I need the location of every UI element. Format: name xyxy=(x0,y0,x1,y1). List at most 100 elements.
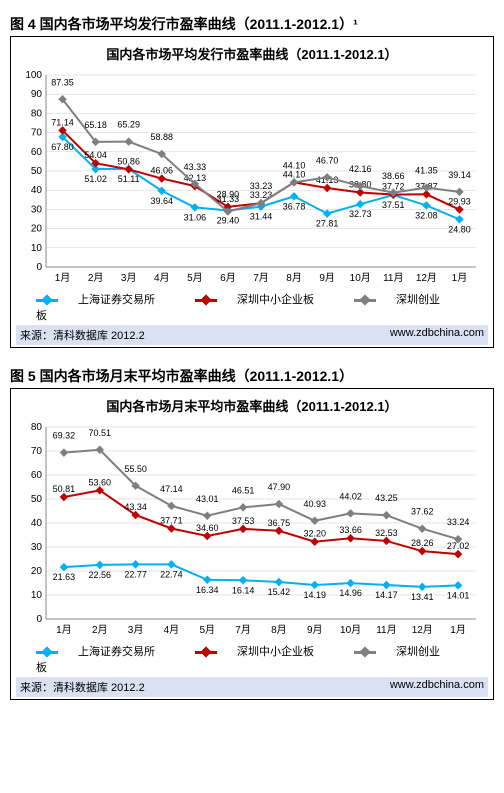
svg-text:47.14: 47.14 xyxy=(160,484,183,494)
svg-text:41.35: 41.35 xyxy=(415,166,438,176)
svg-text:33.66: 33.66 xyxy=(339,525,362,535)
svg-text:8月: 8月 xyxy=(271,624,287,636)
svg-text:47.90: 47.90 xyxy=(268,482,291,492)
svg-text:44.02: 44.02 xyxy=(339,491,362,501)
legend-item: .sw10:after{background:#00b0f0}上海证券交易所 xyxy=(36,646,175,658)
svg-text:32.20: 32.20 xyxy=(303,529,326,539)
svg-text:70: 70 xyxy=(31,446,43,457)
svg-text:44.10: 44.10 xyxy=(283,160,306,170)
svg-text:37.71: 37.71 xyxy=(160,515,183,525)
svg-text:40: 40 xyxy=(31,185,43,196)
svg-text:53.60: 53.60 xyxy=(88,477,111,487)
svg-text:28.90: 28.90 xyxy=(217,190,240,200)
svg-text:10: 10 xyxy=(31,590,43,601)
svg-text:32.08: 32.08 xyxy=(415,210,438,220)
svg-text:32.73: 32.73 xyxy=(349,209,372,219)
svg-text:34.60: 34.60 xyxy=(196,523,219,533)
svg-text:46.51: 46.51 xyxy=(232,485,255,495)
figure-title: 图 4 国内各市场平均发行市盈率曲线（2011.1-2012.1）¹ xyxy=(10,14,494,34)
svg-text:5月: 5月 xyxy=(187,272,203,284)
svg-text:4月: 4月 xyxy=(154,272,170,284)
svg-text:16.34: 16.34 xyxy=(196,585,219,595)
svg-text:10: 10 xyxy=(31,243,43,254)
source-label: 来源：清科数据库 2012.2 xyxy=(20,679,145,695)
source-url: www.zdbchina.com xyxy=(390,679,484,695)
svg-text:51.02: 51.02 xyxy=(84,174,107,184)
svg-text:28.26: 28.26 xyxy=(411,538,434,548)
svg-text:43.34: 43.34 xyxy=(124,502,147,512)
legend-item: .sw11:after{background:#c00000}深圳中小企业板 xyxy=(195,646,334,658)
svg-text:60: 60 xyxy=(31,470,43,481)
svg-text:1月: 1月 xyxy=(56,624,72,636)
legend-item: .sw00:after{background:#00b0f0}上海证券交易所 xyxy=(36,294,175,306)
svg-text:51.11: 51.11 xyxy=(118,174,140,184)
svg-text:37.51: 37.51 xyxy=(382,200,405,210)
chart-box: 国内各市场平均发行市盈率曲线（2011.1-2012.1）01020304050… xyxy=(10,36,494,348)
svg-text:14.17: 14.17 xyxy=(375,590,398,600)
svg-text:33.23: 33.23 xyxy=(250,181,273,191)
svg-text:3月: 3月 xyxy=(128,624,144,636)
svg-text:70.51: 70.51 xyxy=(88,428,111,438)
svg-text:20: 20 xyxy=(31,224,43,235)
svg-text:15.42: 15.42 xyxy=(268,587,291,597)
svg-text:37.53: 37.53 xyxy=(232,516,255,526)
svg-text:36.78: 36.78 xyxy=(283,201,306,211)
svg-text:87.35: 87.35 xyxy=(51,77,74,87)
svg-text:80: 80 xyxy=(31,108,43,119)
svg-text:1月: 1月 xyxy=(452,272,468,284)
svg-text:12月: 12月 xyxy=(412,624,433,636)
svg-text:30: 30 xyxy=(31,542,43,553)
svg-text:54.04: 54.04 xyxy=(84,150,107,160)
svg-text:9月: 9月 xyxy=(319,272,335,284)
svg-text:80: 80 xyxy=(31,422,43,433)
svg-text:50: 50 xyxy=(31,494,43,505)
figure-title: 图 5 国内各市场月末平均市盈率曲线（2011.1-2012.1） xyxy=(10,366,494,386)
svg-text:42.16: 42.16 xyxy=(349,164,372,174)
svg-text:7月: 7月 xyxy=(253,272,269,284)
svg-text:46.70: 46.70 xyxy=(316,155,339,165)
svg-text:58.88: 58.88 xyxy=(151,132,174,142)
svg-text:2月: 2月 xyxy=(88,272,104,284)
svg-text:10月: 10月 xyxy=(350,272,371,284)
svg-text:29.40: 29.40 xyxy=(217,216,240,226)
svg-text:1月: 1月 xyxy=(55,272,71,284)
svg-text:1月: 1月 xyxy=(450,624,466,636)
svg-text:36.75: 36.75 xyxy=(268,518,291,528)
line-chart: 010203040506070801月2月3月4月5月7月8月9月10月11月1… xyxy=(16,419,486,639)
svg-text:11月: 11月 xyxy=(376,624,396,636)
svg-text:67.80: 67.80 xyxy=(51,142,74,152)
legend: .sw00:after{background:#00b0f0}上海证券交易所 .s… xyxy=(16,287,488,325)
legend-item: .sw01:after{background:#c00000}深圳中小企业板 xyxy=(195,294,334,306)
source-label: 来源：清科数据库 2012.2 xyxy=(20,327,145,343)
svg-text:11月: 11月 xyxy=(383,272,403,284)
svg-text:6月: 6月 xyxy=(220,272,236,284)
svg-text:55.50: 55.50 xyxy=(124,464,147,474)
chart-footer: 来源：清科数据库 2012.2 www.zdbchina.com xyxy=(16,325,488,345)
svg-text:70: 70 xyxy=(31,128,43,139)
svg-text:40.93: 40.93 xyxy=(303,499,326,509)
chart-inner-title: 国内各市场平均发行市盈率曲线（2011.1-2012.1） xyxy=(16,44,488,63)
svg-text:4月: 4月 xyxy=(164,624,180,636)
svg-text:43.01: 43.01 xyxy=(196,494,219,504)
svg-text:31.44: 31.44 xyxy=(250,212,273,222)
source-url: www.zdbchina.com xyxy=(390,327,484,343)
chart-inner-title: 国内各市场月末平均市盈率曲线（2011.1-2012.1） xyxy=(16,396,488,415)
svg-text:60: 60 xyxy=(31,147,43,158)
svg-text:32.53: 32.53 xyxy=(375,528,398,538)
svg-text:14.96: 14.96 xyxy=(339,588,362,598)
svg-text:39.14: 39.14 xyxy=(448,170,471,180)
svg-text:14.19: 14.19 xyxy=(303,590,326,600)
svg-text:33.24: 33.24 xyxy=(447,517,470,527)
svg-text:22.56: 22.56 xyxy=(88,570,111,580)
svg-text:37.62: 37.62 xyxy=(411,507,434,517)
svg-text:100: 100 xyxy=(25,70,42,81)
svg-text:90: 90 xyxy=(31,89,43,100)
svg-text:0: 0 xyxy=(36,262,42,273)
svg-text:27.81: 27.81 xyxy=(316,219,339,229)
svg-text:20: 20 xyxy=(31,566,43,577)
svg-text:44.10: 44.10 xyxy=(283,169,306,179)
svg-text:40: 40 xyxy=(31,518,43,529)
chart-box: 国内各市场月末平均市盈率曲线（2011.1-2012.1）01020304050… xyxy=(10,388,494,700)
svg-text:12月: 12月 xyxy=(416,272,437,284)
svg-text:2月: 2月 xyxy=(92,624,108,636)
